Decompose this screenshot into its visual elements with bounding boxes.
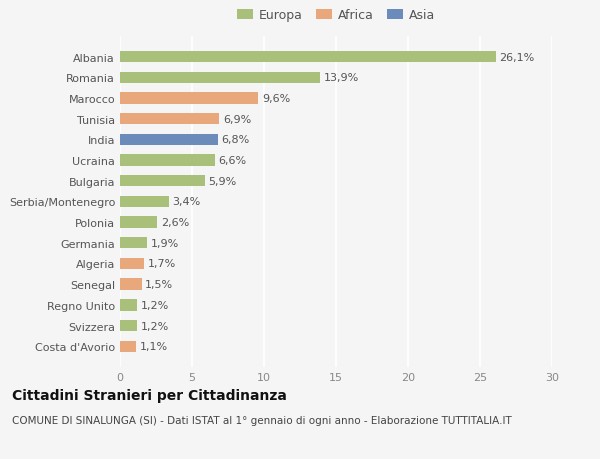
Bar — [120, 238, 148, 249]
Text: 13,9%: 13,9% — [324, 73, 359, 83]
Bar — [120, 320, 137, 331]
Text: Cittadini Stranieri per Cittadinanza: Cittadini Stranieri per Cittadinanza — [12, 388, 287, 402]
Legend: Europa, Africa, Asia: Europa, Africa, Asia — [232, 4, 440, 27]
Text: 5,9%: 5,9% — [209, 176, 237, 186]
Bar — [120, 134, 218, 146]
Bar — [120, 52, 496, 63]
Text: 1,7%: 1,7% — [148, 259, 176, 269]
Text: 1,9%: 1,9% — [151, 238, 179, 248]
Bar — [120, 258, 145, 269]
Text: 9,6%: 9,6% — [262, 94, 290, 104]
Bar — [120, 196, 169, 207]
Bar — [120, 217, 157, 228]
Text: 3,4%: 3,4% — [173, 197, 201, 207]
Text: COMUNE DI SINALUNGA (SI) - Dati ISTAT al 1° gennaio di ogni anno - Elaborazione : COMUNE DI SINALUNGA (SI) - Dati ISTAT al… — [12, 415, 512, 425]
Bar — [120, 114, 220, 125]
Bar — [120, 73, 320, 84]
Text: 6,8%: 6,8% — [221, 135, 250, 145]
Text: 1,5%: 1,5% — [145, 280, 173, 290]
Text: 1,1%: 1,1% — [139, 341, 167, 352]
Text: 26,1%: 26,1% — [499, 52, 535, 62]
Text: 2,6%: 2,6% — [161, 218, 189, 228]
Text: 1,2%: 1,2% — [141, 300, 169, 310]
Bar — [120, 176, 205, 187]
Bar — [120, 279, 142, 290]
Bar — [120, 300, 137, 311]
Text: 1,2%: 1,2% — [141, 321, 169, 331]
Bar — [120, 341, 136, 352]
Text: 6,9%: 6,9% — [223, 114, 251, 124]
Bar — [120, 93, 258, 104]
Bar — [120, 155, 215, 166]
Text: 6,6%: 6,6% — [218, 156, 247, 166]
